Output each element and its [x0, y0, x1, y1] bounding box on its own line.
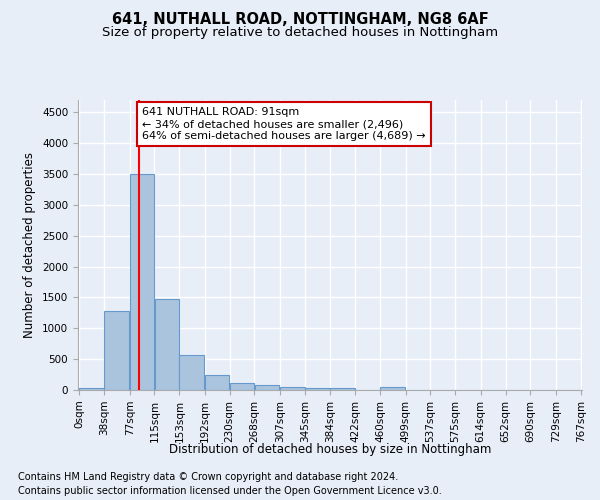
Bar — [254, 385, 279, 390]
Text: Distribution of detached houses by size in Nottingham: Distribution of detached houses by size … — [169, 442, 491, 456]
Bar — [179, 354, 204, 390]
Text: Contains HM Land Registry data © Crown copyright and database right 2024.: Contains HM Land Registry data © Crown c… — [18, 472, 398, 482]
Bar — [130, 174, 154, 390]
Text: Size of property relative to detached houses in Nottingham: Size of property relative to detached ho… — [102, 26, 498, 39]
Bar — [205, 375, 229, 390]
Bar — [230, 382, 254, 390]
Text: 641 NUTHALL ROAD: 91sqm
← 34% of detached houses are smaller (2,496)
64% of semi: 641 NUTHALL ROAD: 91sqm ← 34% of detache… — [142, 108, 425, 140]
Text: 641, NUTHALL ROAD, NOTTINGHAM, NG8 6AF: 641, NUTHALL ROAD, NOTTINGHAM, NG8 6AF — [112, 12, 488, 28]
Bar — [79, 388, 104, 390]
Text: Contains public sector information licensed under the Open Government Licence v3: Contains public sector information licen… — [18, 486, 442, 496]
Bar — [380, 387, 404, 390]
Bar — [280, 386, 305, 390]
Bar — [104, 311, 129, 390]
Y-axis label: Number of detached properties: Number of detached properties — [23, 152, 37, 338]
Bar — [331, 388, 355, 390]
Bar — [305, 388, 329, 390]
Bar — [155, 298, 179, 390]
